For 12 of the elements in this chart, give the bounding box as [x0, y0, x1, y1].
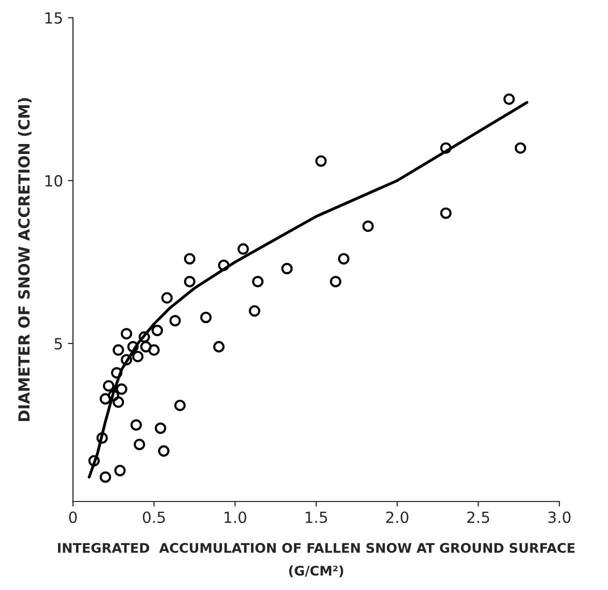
x-tick-label: 2.5 [467, 511, 490, 524]
x-tick-label: 3.0 [548, 511, 570, 524]
x-tick-label: 0.5 [142, 511, 165, 524]
y-tick-label: 10 [45, 175, 62, 187]
y-axis-title: DIAMETER OF SNOW ACCRETION (CM) [18, 98, 32, 421]
y-tick-label: 5 [54, 338, 62, 350]
x-tick-label: 1.5 [306, 512, 327, 524]
x-tick-label: 1.0 [224, 511, 246, 524]
y-tick-label: 15 [45, 12, 62, 24]
x-tick-label: 2.0 [386, 511, 408, 524]
x-axis-title: INTEGRATED ACCUMULATION OF FALLEN SNOW AT GROUND SURFACE (G/CM²) [58, 542, 575, 578]
x-tick-label: 0 [69, 511, 77, 524]
